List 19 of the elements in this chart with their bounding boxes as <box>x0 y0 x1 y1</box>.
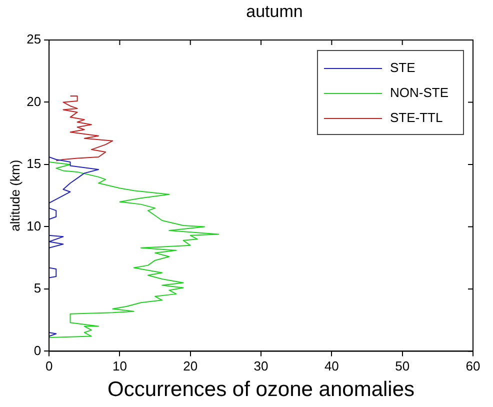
x-tick-label: 0 <box>45 358 53 374</box>
y-tick-label: 5 <box>34 280 42 296</box>
chart-title: autumn <box>245 2 304 22</box>
y-tick-label: 25 <box>26 32 42 47</box>
legend-label: NON-STE <box>389 84 448 102</box>
x-tick-label: 60 <box>466 358 480 374</box>
x-tick-label: 20 <box>183 358 198 374</box>
y-axis-title: altitude (km) <box>7 160 22 232</box>
legend-label: STE <box>389 59 416 77</box>
y-tick-label: 0 <box>34 342 42 358</box>
x-tick-label: 10 <box>112 358 127 374</box>
x-tick-label: 30 <box>254 358 268 374</box>
x-tick-label: 50 <box>395 358 410 374</box>
x-tick-label: 40 <box>324 358 339 374</box>
y-tick-label: 15 <box>26 156 42 172</box>
x-axis-title: Occurrences of ozone anomalies <box>108 378 415 402</box>
y-tick-label: 20 <box>26 94 42 109</box>
legend-label: STE-TTL <box>389 109 444 127</box>
y-tick-label: 10 <box>26 218 42 234</box>
